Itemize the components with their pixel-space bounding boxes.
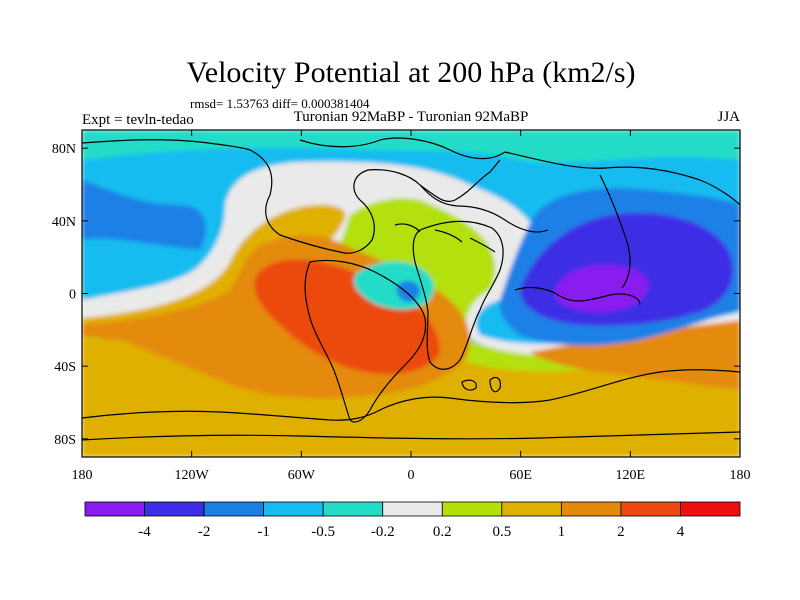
coast-north-america [249,149,501,254]
colorbar-swatch [263,501,324,517]
colorbar-swatch [441,501,503,517]
band-teal-north [82,130,740,163]
colorbar-swatch [560,501,622,517]
colorbar-swatch [322,501,384,517]
coast-south-america [304,259,427,423]
x-tick-label: 180 [72,468,93,483]
coast-africa [412,220,504,370]
colorbar-level-label: -2 [198,524,211,540]
band-blue-central [396,280,420,302]
colorbar-level-label: 2 [617,524,625,540]
y-tick-label: 80S [54,433,76,448]
colorbar-level-label: 0.2 [433,524,452,540]
stats-line: rmsd= 1.53763 diff= 0.000381404 [190,96,370,111]
colorbar-swatch [144,501,205,517]
chart-title: Velocity Potential at 200 hPa (km2/s) [186,56,635,89]
colorbar-level-label: -0.5 [311,524,335,540]
y-tick-label: 40S [54,360,76,375]
x-tick-label: 180 [730,468,751,483]
contour-fill-layers [82,130,740,457]
coast-asia [504,151,740,206]
colorbar-level-label: 0.5 [492,524,511,540]
colorbar-level-label: 1 [558,524,566,540]
band-neutral-north [82,161,740,359]
colorbar-swatch [501,501,562,517]
colorbar-level-label: -1 [257,524,270,540]
x-tick-label: 60W [288,468,316,483]
experiment-label: Expt = tevln-tedao [82,112,194,128]
coast-asia-east [599,174,631,289]
coast-india-australia [514,286,641,306]
y-tick-label: 80N [52,142,76,157]
x-tick-label: 0 [408,468,415,483]
colorbar-swatch [84,501,145,517]
coast-arctic-islands [82,139,251,151]
coast-europe-tethys [419,184,549,233]
colorbar-swatch [620,501,681,517]
colorbar-swatch [680,501,741,517]
comparison-label: Turonian 92MaBP - Turonian 92MaBP [294,109,529,125]
x-tick-label: 120W [175,468,210,483]
colorbar-level-label: 4 [677,524,685,540]
continent-outlines [82,137,740,441]
coast-antarctica-south [82,431,740,441]
colorbar: -4 -2 -1 -0.5 -0.2 0.2 0.5 1 2 4 [84,501,741,540]
coast-south-atlantic-islands [461,379,477,391]
contour-fill-field [82,130,740,457]
x-tick-label: 60E [509,468,532,483]
y-tick-label: 0 [69,288,76,303]
band-red-orange [254,259,440,375]
season-label: JJA [717,109,740,125]
coast-caribbean-islands [394,223,496,253]
coast-greenland-north [299,137,506,160]
y-axis-ticks: 80N 40N 0 40S 80S [52,142,740,448]
colorbar-swatch [382,501,443,517]
colorbar-level-label: -4 [138,524,151,540]
coast-madagascar [489,377,501,393]
band-orange-east [530,320,740,390]
colorbar-level-label: -0.2 [371,524,395,540]
x-tick-label: 120E [616,468,646,483]
y-tick-label: 40N [52,215,76,230]
x-axis-ticks: 180 120W 60W 0 60E 120E 180 [72,130,751,483]
band-north-blue-left [82,180,207,250]
band-negative-core [554,265,649,312]
coast-antarctica [82,369,740,421]
colorbar-swatch [203,501,265,517]
